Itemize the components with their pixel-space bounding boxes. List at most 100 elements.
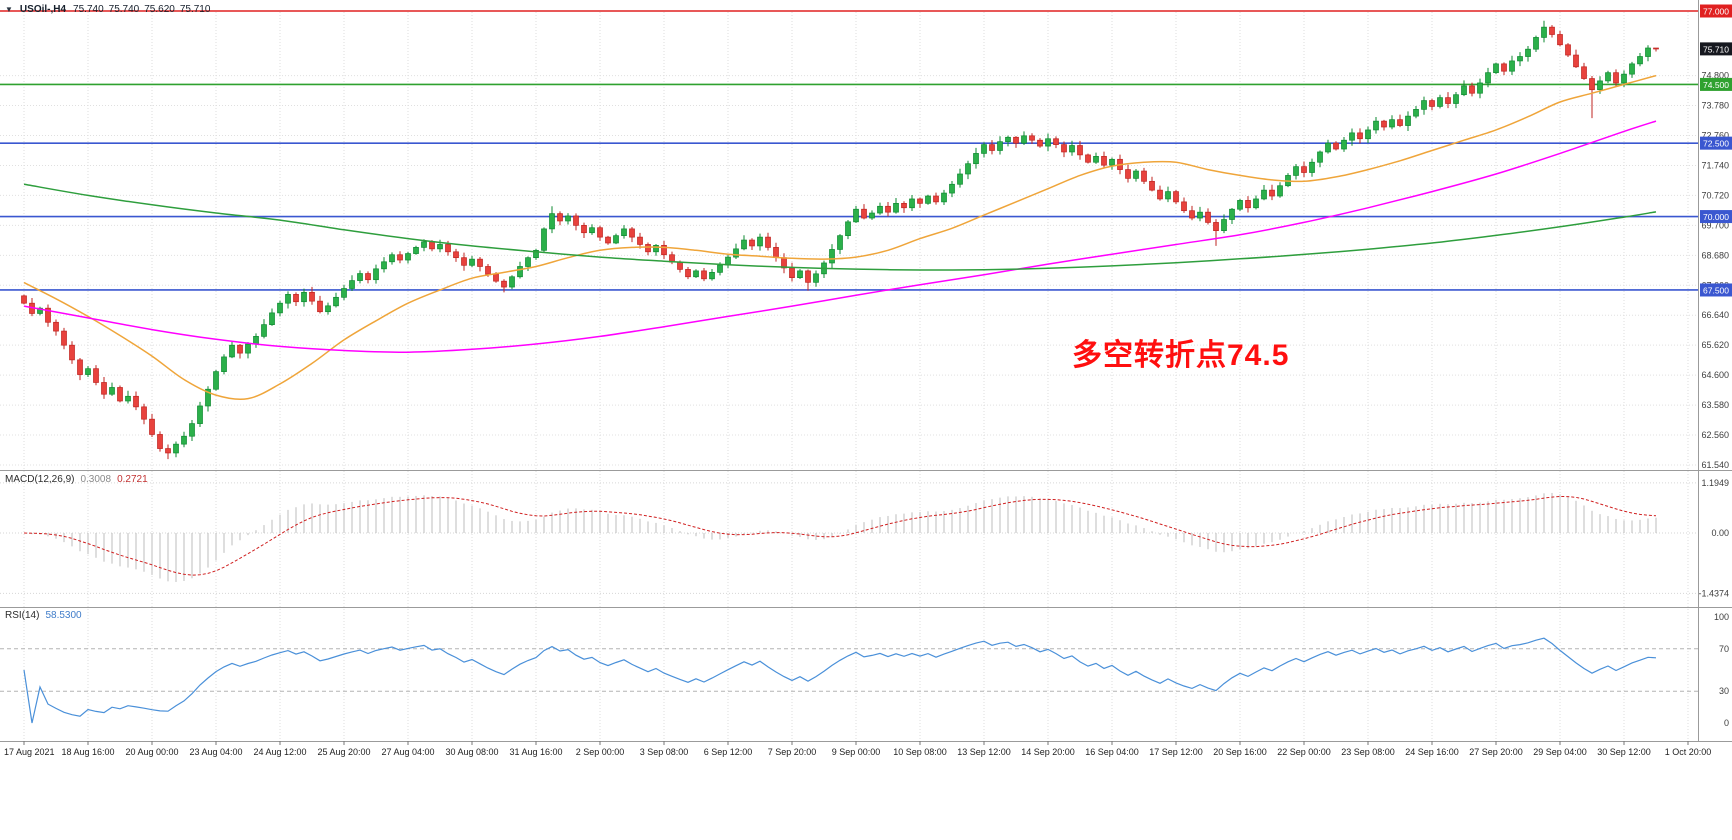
candle-body: [413, 247, 419, 254]
candle-body: [685, 269, 691, 278]
price-level-badge-text: 70.000: [1703, 212, 1729, 222]
candle-body: [109, 387, 115, 395]
candle-body: [1085, 154, 1091, 163]
time-label: 24 Aug 12:00: [253, 747, 306, 757]
candle-body: [525, 257, 531, 267]
rsi-value: 58.5300: [45, 610, 82, 621]
rsi-tick-label: 0: [1724, 718, 1729, 728]
candle-body: [1373, 120, 1379, 131]
candle-body: [205, 388, 211, 407]
rsi-tick-label: 70: [1719, 644, 1729, 654]
candle-body: [805, 270, 811, 283]
candle-body: [1213, 222, 1219, 232]
candle-body: [1493, 63, 1499, 74]
candle-body: [541, 228, 547, 251]
candle-body: [229, 344, 235, 358]
candle-body: [397, 254, 403, 261]
candle-body: [149, 418, 155, 435]
ma-slow-green: [23, 183, 1657, 271]
candle-body: [797, 270, 803, 278]
candle-body: [269, 312, 275, 325]
candle-body: [1277, 185, 1283, 197]
candle-body: [1221, 219, 1227, 232]
time-label: 27 Aug 04:00: [381, 747, 434, 757]
candle-body: [1477, 82, 1483, 94]
candle-body: [877, 205, 883, 214]
candle-body: [453, 251, 459, 259]
candle-body: [1461, 85, 1467, 96]
time-label: 17 Sep 12:00: [1149, 747, 1203, 757]
candle-body: [37, 307, 43, 314]
time-label: 17 Aug 2021: [4, 747, 55, 757]
candle-body: [133, 395, 139, 408]
time-label: 13 Sep 12:00: [957, 747, 1011, 757]
candle-body: [589, 227, 595, 234]
candle-body: [1509, 60, 1515, 72]
price-tick-label: 70.720: [1701, 190, 1729, 200]
candle-body: [949, 183, 955, 194]
candle-body: [709, 272, 715, 280]
candles-layer: [21, 20, 1659, 460]
macd-tick-label: -1.4374: [1698, 588, 1729, 598]
candle-body: [1189, 210, 1195, 219]
price-tick-label: 73.780: [1701, 101, 1729, 111]
candle-body: [1621, 73, 1627, 84]
chart-menu-arrow-icon[interactable]: ▼: [5, 4, 13, 14]
candle-body: [1397, 119, 1403, 126]
candle-body: [1405, 115, 1411, 126]
rsi-line: [23, 637, 1657, 724]
candle-body: [813, 273, 819, 283]
price-tick-label: 61.540: [1701, 460, 1729, 470]
time-label: 6 Sep 12:00: [704, 747, 753, 757]
time-label: 14 Sep 20:00: [1021, 747, 1075, 757]
candle-body: [749, 239, 755, 247]
candle-body: [389, 254, 395, 263]
candle-body: [845, 221, 851, 236]
candle-body: [989, 144, 995, 151]
price-tick-label: 66.640: [1701, 310, 1729, 320]
price-scale: 74.800 73.780 72.760 71.740 70.720 69.700 68.6…: [1700, 4, 1732, 470]
candle-body: [773, 247, 779, 259]
time-axis[interactable]: 17 Aug 2021 18 Aug 16:00 20 Aug 00:00 23 Au…: [4, 741, 1711, 757]
rsi-indicator-label: RSI(14) 58.5300: [5, 610, 82, 621]
candle-body: [1389, 119, 1395, 128]
candle-body: [61, 330, 67, 346]
time-label: 24 Sep 16:00: [1405, 747, 1459, 757]
candle-body: [237, 344, 243, 354]
candle-body: [1141, 170, 1147, 182]
candle-body: [829, 249, 835, 264]
candle-body: [1253, 198, 1259, 209]
candle-body: [1205, 211, 1211, 223]
candle-body: [1517, 56, 1523, 62]
candle-body: [221, 356, 227, 372]
candle-body: [1037, 139, 1043, 147]
candle-body: [477, 258, 483, 267]
candle-body: [1109, 158, 1115, 166]
candle-body: [1501, 63, 1507, 72]
candle-body: [301, 291, 307, 303]
time-label: 16 Sep 04:00: [1085, 747, 1139, 757]
candle-body: [1237, 200, 1243, 210]
candle-body: [173, 443, 179, 454]
candle-body: [1029, 135, 1035, 141]
candle-body: [1149, 180, 1155, 191]
candle-body: [973, 153, 979, 165]
ohlc-low: 75.620: [144, 4, 175, 15]
candle-body: [1069, 145, 1075, 153]
candle-body: [1605, 72, 1611, 82]
price-level-badge: [1700, 77, 1732, 91]
candle-body: [437, 244, 443, 250]
candle-body: [1421, 100, 1427, 110]
candle-body: [493, 273, 499, 282]
candle-body: [53, 321, 59, 332]
candle-body: [197, 405, 203, 424]
candle-body: [1533, 37, 1539, 50]
price-tick-label: 74.800: [1701, 71, 1729, 81]
candle-body: [1349, 132, 1355, 141]
macd-tick-label: 1.1949: [1701, 478, 1729, 488]
candle-body: [701, 270, 707, 280]
candle-body: [677, 261, 683, 270]
candle-body: [533, 249, 539, 259]
